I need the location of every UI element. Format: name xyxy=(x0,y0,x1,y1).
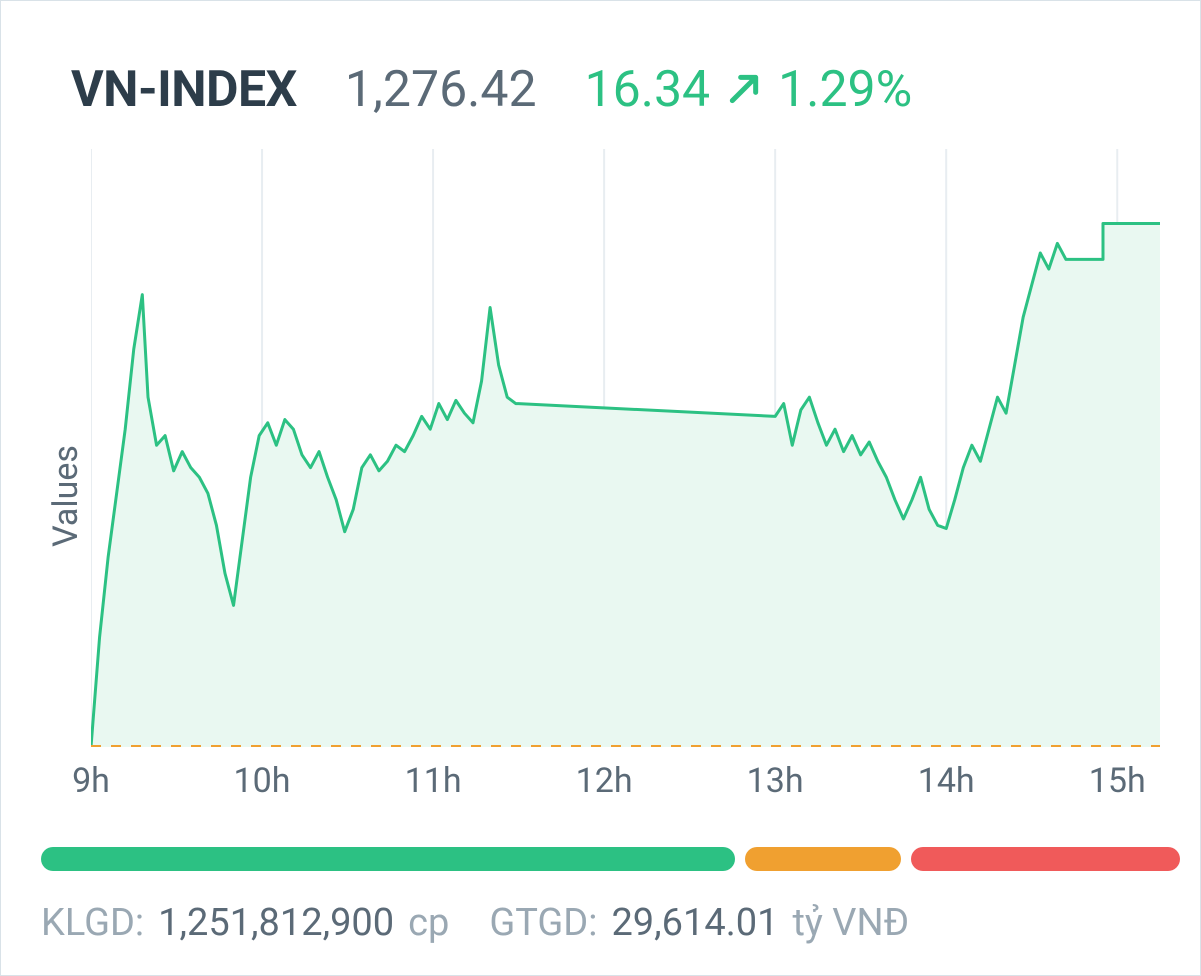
klgd-value: 1,251,812,900 xyxy=(158,901,394,945)
x-tick-label: 15h xyxy=(1089,761,1146,801)
x-tick-label: 13h xyxy=(747,761,804,801)
change-absolute: 16.34 xyxy=(585,61,711,119)
x-tick-label: 10h xyxy=(234,761,291,801)
gtgd-unit: tỷ VNĐ xyxy=(792,901,909,945)
klgd-label: KLGD: xyxy=(41,901,144,945)
breadth-bar xyxy=(41,847,1160,871)
gtgd-label: GTGD: xyxy=(489,901,597,945)
plot[interactable] xyxy=(91,149,1160,747)
y-axis-label: Values xyxy=(46,445,86,547)
index-card: VN-INDEX 1,276.42 16.34 1.29% Values 9h 1… xyxy=(0,0,1201,976)
gtgd-value: 29,614.01 xyxy=(611,901,778,945)
x-axis: 9h10h11h12h13h14h15h xyxy=(91,747,1160,817)
index-change: 16.34 1.29% xyxy=(585,61,913,119)
header: VN-INDEX 1,276.42 16.34 1.29% xyxy=(41,61,1160,119)
breadth-segment-decliners xyxy=(911,847,1180,871)
index-value: 1,276.42 xyxy=(345,61,537,119)
breadth-segment-unchanged xyxy=(745,847,902,871)
y-axis: Values xyxy=(41,149,91,747)
klgd-unit: cp xyxy=(408,901,449,945)
breadth-segment-advancers xyxy=(41,847,735,871)
x-tick-label: 9h xyxy=(72,761,110,801)
chart-area: Values xyxy=(41,149,1160,747)
x-tick-label: 11h xyxy=(405,761,462,801)
x-tick-label: 12h xyxy=(576,761,633,801)
change-percent: 1.29% xyxy=(778,61,912,119)
footer-stats: KLGD: 1,251,812,900 cp GTGD: 29,614.01 t… xyxy=(41,901,1160,945)
index-name: VN-INDEX xyxy=(71,61,297,119)
x-tick-label: 14h xyxy=(918,761,975,801)
arrow-up-right-icon xyxy=(724,64,764,122)
